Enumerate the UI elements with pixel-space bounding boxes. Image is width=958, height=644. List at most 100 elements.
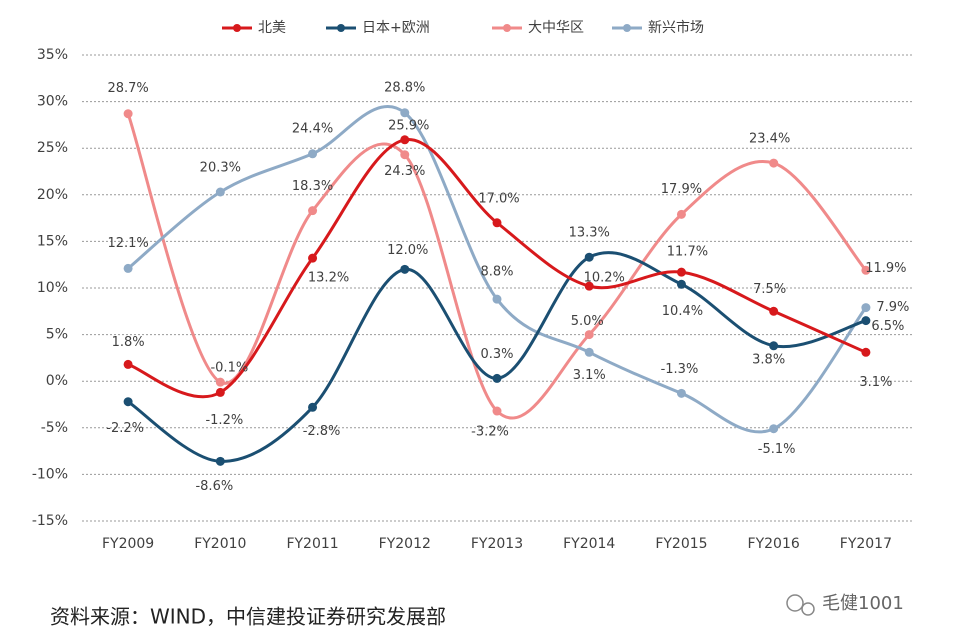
- data-label: -1.2%: [205, 413, 243, 428]
- point: [584, 281, 594, 291]
- point: [861, 265, 871, 275]
- point: [123, 109, 133, 119]
- data-label: 5.0%: [571, 314, 604, 329]
- point: [676, 267, 686, 277]
- point: [676, 209, 686, 219]
- source-note: 资料来源：WIND，中信建投证券研究发展部: [50, 605, 446, 629]
- point: [123, 359, 133, 369]
- point: [400, 108, 410, 118]
- point: [584, 252, 594, 262]
- data-label: 13.3%: [569, 226, 610, 241]
- point: [584, 347, 594, 357]
- y-tick-label: -15%: [32, 513, 68, 529]
- data-label: 10.2%: [584, 271, 625, 286]
- point: [308, 402, 318, 412]
- data-label: -8.6%: [195, 479, 233, 494]
- point: [492, 218, 502, 228]
- data-label: 11.9%: [865, 261, 906, 276]
- x-tick-label: FY2010: [194, 536, 246, 552]
- data-label: -0.1%: [210, 361, 248, 376]
- point: [861, 316, 871, 326]
- point: [400, 264, 410, 274]
- legend-label: 大中华区: [528, 20, 584, 36]
- legend-marker: [503, 24, 511, 32]
- data-label: 28.8%: [384, 80, 425, 95]
- point: [492, 373, 502, 383]
- point: [584, 330, 594, 340]
- data-label: -1.3%: [661, 362, 699, 377]
- point: [215, 187, 225, 197]
- point: [769, 424, 779, 434]
- y-tick-label: 10%: [37, 280, 68, 296]
- data-label: 3.1%: [573, 368, 606, 383]
- y-tick-label: 0%: [46, 373, 68, 389]
- data-label: 20.3%: [200, 161, 241, 176]
- point: [308, 206, 318, 216]
- data-label: 18.3%: [292, 179, 333, 194]
- point: [492, 294, 502, 304]
- data-label: 8.8%: [480, 265, 513, 280]
- y-tick-label: -10%: [32, 466, 68, 482]
- data-label: 11.7%: [667, 245, 708, 260]
- legend-marker: [233, 24, 241, 32]
- legend-label: 新兴市场: [648, 19, 704, 36]
- point: [769, 306, 779, 316]
- data-label: 3.1%: [859, 375, 892, 390]
- y-tick-label: 35%: [37, 47, 68, 63]
- data-label: 17.9%: [661, 182, 702, 197]
- data-label: -2.2%: [106, 421, 144, 436]
- data-label: 13.2%: [308, 271, 349, 286]
- y-tick-label: 15%: [37, 233, 68, 249]
- data-label: 7.5%: [753, 282, 786, 297]
- x-tick-label: FY2015: [655, 536, 707, 552]
- data-label: -5.1%: [758, 442, 796, 457]
- data-label: 1.8%: [112, 335, 145, 350]
- point: [215, 387, 225, 397]
- series-line: [127, 138, 867, 399]
- point: [400, 150, 410, 160]
- data-label: 25.9%: [388, 118, 429, 133]
- x-tick-label: FY2017: [840, 536, 892, 552]
- data-label: 24.3%: [384, 164, 425, 179]
- legend-label: 日本+欧洲: [362, 20, 430, 36]
- point: [123, 397, 133, 407]
- data-label: 6.5%: [871, 319, 904, 334]
- x-tick-label: FY2009: [102, 536, 154, 552]
- y-tick-label: -5%: [41, 420, 68, 436]
- data-label: 23.4%: [749, 132, 790, 147]
- data-label: -2.8%: [303, 424, 341, 439]
- x-tick-label: FY2011: [286, 536, 338, 552]
- watermark-icon: [786, 594, 815, 616]
- y-tick-label: 5%: [46, 327, 68, 343]
- data-label: 24.4%: [292, 121, 333, 136]
- point: [769, 158, 779, 168]
- data-label: 12.1%: [107, 236, 148, 251]
- y-tick-label: 25%: [37, 140, 68, 156]
- legend-marker: [623, 24, 631, 32]
- point: [308, 253, 318, 263]
- point: [676, 388, 686, 398]
- y-tick-label: 20%: [37, 187, 68, 203]
- data-label: 7.9%: [876, 300, 909, 315]
- point: [861, 347, 871, 357]
- point: [123, 263, 133, 273]
- point: [861, 303, 871, 313]
- point: [676, 279, 686, 289]
- watermark: 毛健1001: [822, 593, 904, 614]
- data-label: 3.8%: [752, 352, 785, 367]
- legend-label: 北美: [258, 20, 286, 36]
- x-tick-label: FY2014: [563, 536, 615, 552]
- y-tick-label: 30%: [37, 94, 68, 110]
- data-label: 10.4%: [662, 304, 703, 319]
- point: [215, 456, 225, 466]
- series-line: [127, 104, 868, 434]
- x-tick-label: FY2013: [471, 536, 523, 552]
- x-tick-label: FY2016: [748, 536, 800, 552]
- data-label: 0.3%: [480, 347, 513, 362]
- x-tick-label: FY2012: [379, 536, 431, 552]
- point: [769, 341, 779, 351]
- point: [400, 135, 410, 145]
- point: [215, 377, 225, 387]
- data-label: 17.0%: [478, 191, 519, 206]
